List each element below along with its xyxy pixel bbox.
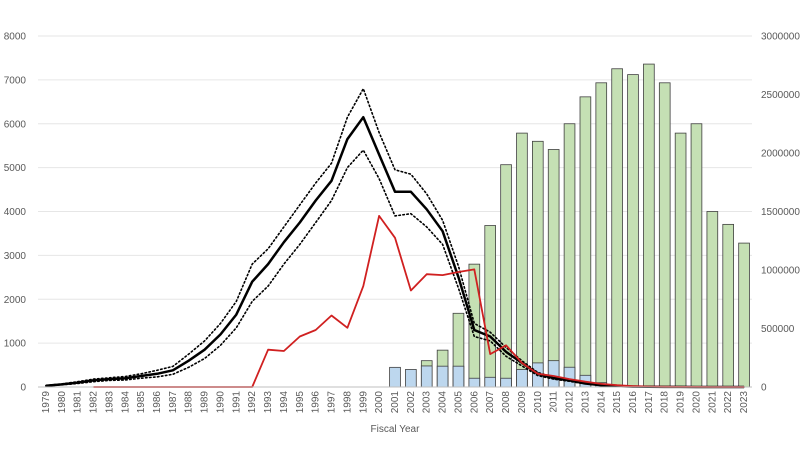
bar bbox=[738, 242, 750, 388]
left-y-tick-label: 5000 bbox=[4, 163, 27, 174]
bar bbox=[690, 123, 703, 388]
x-tick-label: 1994 bbox=[279, 391, 290, 414]
right-y-tick-label: 1500000 bbox=[761, 207, 800, 218]
line-series bbox=[45, 87, 745, 389]
right-y-tick-label: 0 bbox=[761, 383, 767, 394]
x-tick-label: 1982 bbox=[89, 391, 100, 414]
bar bbox=[643, 63, 655, 388]
x-tick-label: 1987 bbox=[168, 391, 179, 414]
x-axis-title: Fiscal Year bbox=[371, 424, 421, 435]
left-y-tick-label: 3000 bbox=[4, 251, 27, 262]
series-line bbox=[45, 115, 745, 389]
right-y-tick-label: 2500000 bbox=[761, 90, 800, 101]
x-tick-label: 2022 bbox=[723, 391, 734, 414]
x-tick-label: 2014 bbox=[596, 391, 607, 414]
x-tick-label: 2018 bbox=[660, 391, 671, 414]
x-tick-label: 2006 bbox=[469, 391, 480, 414]
x-tick-label: 2000 bbox=[374, 391, 385, 414]
bar bbox=[547, 149, 560, 388]
gridlines bbox=[38, 35, 752, 344]
left-y-tick-label: 2000 bbox=[4, 295, 27, 306]
x-tick-label: 1981 bbox=[73, 391, 84, 414]
x-tick-label: 2001 bbox=[390, 391, 401, 414]
x-tick-label: 1985 bbox=[136, 391, 147, 414]
x-tick-label: 1990 bbox=[215, 391, 226, 414]
x-tick-label: 1992 bbox=[247, 391, 258, 414]
x-tick-label: 1980 bbox=[57, 391, 68, 414]
bar bbox=[706, 211, 719, 388]
right-y-tick-label: 1000000 bbox=[761, 266, 800, 277]
x-tick-label: 1997 bbox=[327, 391, 338, 414]
left-y-tick-label: 7000 bbox=[4, 75, 27, 86]
x-tick-label: 2005 bbox=[453, 391, 464, 414]
bar bbox=[532, 140, 544, 388]
x-tick-label: 1979 bbox=[41, 391, 52, 414]
bar bbox=[500, 377, 512, 388]
x-tick-label: 2002 bbox=[406, 391, 417, 414]
bar bbox=[516, 132, 528, 388]
bar bbox=[468, 377, 481, 388]
x-tick-label: 2009 bbox=[517, 391, 528, 414]
bar bbox=[595, 82, 608, 388]
bar bbox=[420, 365, 433, 388]
left-y-tick-label: 6000 bbox=[4, 119, 27, 130]
bar bbox=[436, 365, 449, 388]
x-tick-label: 2020 bbox=[691, 391, 702, 414]
left-y-tick-label: 1000 bbox=[4, 339, 27, 350]
right-y-axis-ticks: 0 500000 1000000 1500000 2000000 2500000 30000… bbox=[761, 32, 800, 394]
right-y-tick-label: 3000000 bbox=[761, 32, 800, 43]
x-tick-label: 1988 bbox=[184, 391, 195, 414]
bar bbox=[563, 123, 576, 388]
x-tick-label: 1989 bbox=[200, 391, 211, 414]
left-y-tick-label: 4000 bbox=[4, 207, 27, 218]
x-tick-label: 2012 bbox=[565, 391, 576, 414]
bar-series bbox=[389, 63, 750, 388]
x-tick-label: 1999 bbox=[358, 391, 369, 414]
x-tick-label: 2021 bbox=[707, 391, 718, 414]
bar bbox=[484, 225, 496, 388]
bar bbox=[389, 366, 401, 388]
x-tick-label: 2016 bbox=[628, 391, 639, 414]
bar bbox=[674, 132, 687, 388]
x-tick-label: 2004 bbox=[438, 391, 449, 414]
bar bbox=[658, 82, 671, 388]
bar bbox=[627, 74, 639, 388]
right-y-tick-label: 2000000 bbox=[761, 149, 800, 160]
x-tick-label: 2019 bbox=[676, 391, 687, 414]
left-y-tick-label: 8000 bbox=[4, 32, 27, 43]
bar bbox=[452, 365, 465, 388]
x-tick-label: 2003 bbox=[422, 391, 433, 414]
right-y-tick-label: 500000 bbox=[761, 324, 795, 335]
x-tick-label: 2010 bbox=[533, 391, 544, 414]
x-tick-label: 2007 bbox=[485, 391, 496, 414]
x-tick-label: 1998 bbox=[342, 391, 353, 414]
x-tick-label: 2011 bbox=[549, 391, 560, 413]
x-tick-label: 1995 bbox=[295, 391, 306, 414]
x-tick-label: 1986 bbox=[152, 391, 163, 414]
x-tick-label: 2023 bbox=[739, 391, 750, 414]
x-tick-label: 1993 bbox=[263, 391, 274, 414]
x-tick-label: 2013 bbox=[580, 391, 591, 414]
x-tick-label: 2017 bbox=[644, 391, 655, 414]
x-tick-label: 2015 bbox=[612, 391, 623, 414]
bar bbox=[722, 223, 734, 388]
x-tick-label: 1991 bbox=[231, 391, 242, 414]
bar bbox=[547, 360, 560, 388]
x-tick-label: 1996 bbox=[311, 391, 322, 414]
x-tick-label: 1983 bbox=[104, 391, 115, 414]
bar bbox=[579, 96, 592, 388]
bar bbox=[516, 369, 528, 388]
bar bbox=[611, 68, 623, 388]
left-y-axis-ticks: 0 1000 2000 3000 4000 5000 6000 7000 8000 bbox=[4, 32, 27, 394]
series-line bbox=[45, 149, 745, 388]
left-y-tick-label: 0 bbox=[20, 383, 26, 394]
bar bbox=[484, 376, 496, 388]
x-tick-label: 1984 bbox=[120, 391, 131, 414]
bar bbox=[405, 369, 417, 388]
x-tick-label: 2008 bbox=[501, 391, 512, 414]
x-axis-ticks: 1979 1980 1981 1982 1983 1984 1985 1986 1987 1988… bbox=[41, 391, 750, 414]
bar bbox=[563, 366, 576, 388]
